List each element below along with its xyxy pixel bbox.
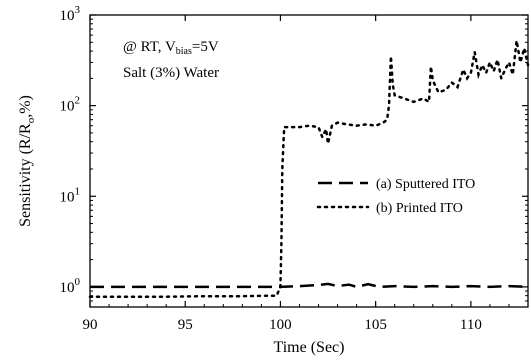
series-line-sputtered-ito	[90, 282, 529, 289]
x-tick-label: 110	[460, 317, 482, 333]
y-tick-label: 100	[60, 276, 81, 296]
y-tick-label: 102	[60, 95, 81, 115]
medium-annotation: Salt (3%) Water	[123, 65, 219, 81]
y-axis-label: Sensitivity (R/Ro,%)	[17, 95, 37, 227]
x-tick-label: 100	[269, 317, 292, 333]
condition-annotation: @ RT, Vbias=5V	[123, 39, 219, 57]
legend: (a) Sputtered ITO (b) Printed ITO	[316, 177, 475, 216]
x-tick-label: 90	[83, 317, 98, 333]
x-tick-label: 95	[178, 317, 193, 333]
legend-label-printed: (b) Printed ITO	[376, 201, 463, 216]
series-layer	[88, 40, 530, 298]
legend-label-sputtered: (a) Sputtered ITO	[376, 177, 475, 192]
x-axis-label: Time (Sec)	[274, 339, 345, 356]
y-tick-label: 103	[60, 4, 81, 24]
y-tick-label: 101	[60, 185, 81, 205]
axis-ticks: 90 95 100 105 110 100 101 102 103	[60, 4, 528, 333]
plot-frame	[89, 14, 529, 308]
x-tick-label: 105	[364, 317, 387, 333]
series-line-printed-ito	[88, 40, 530, 298]
